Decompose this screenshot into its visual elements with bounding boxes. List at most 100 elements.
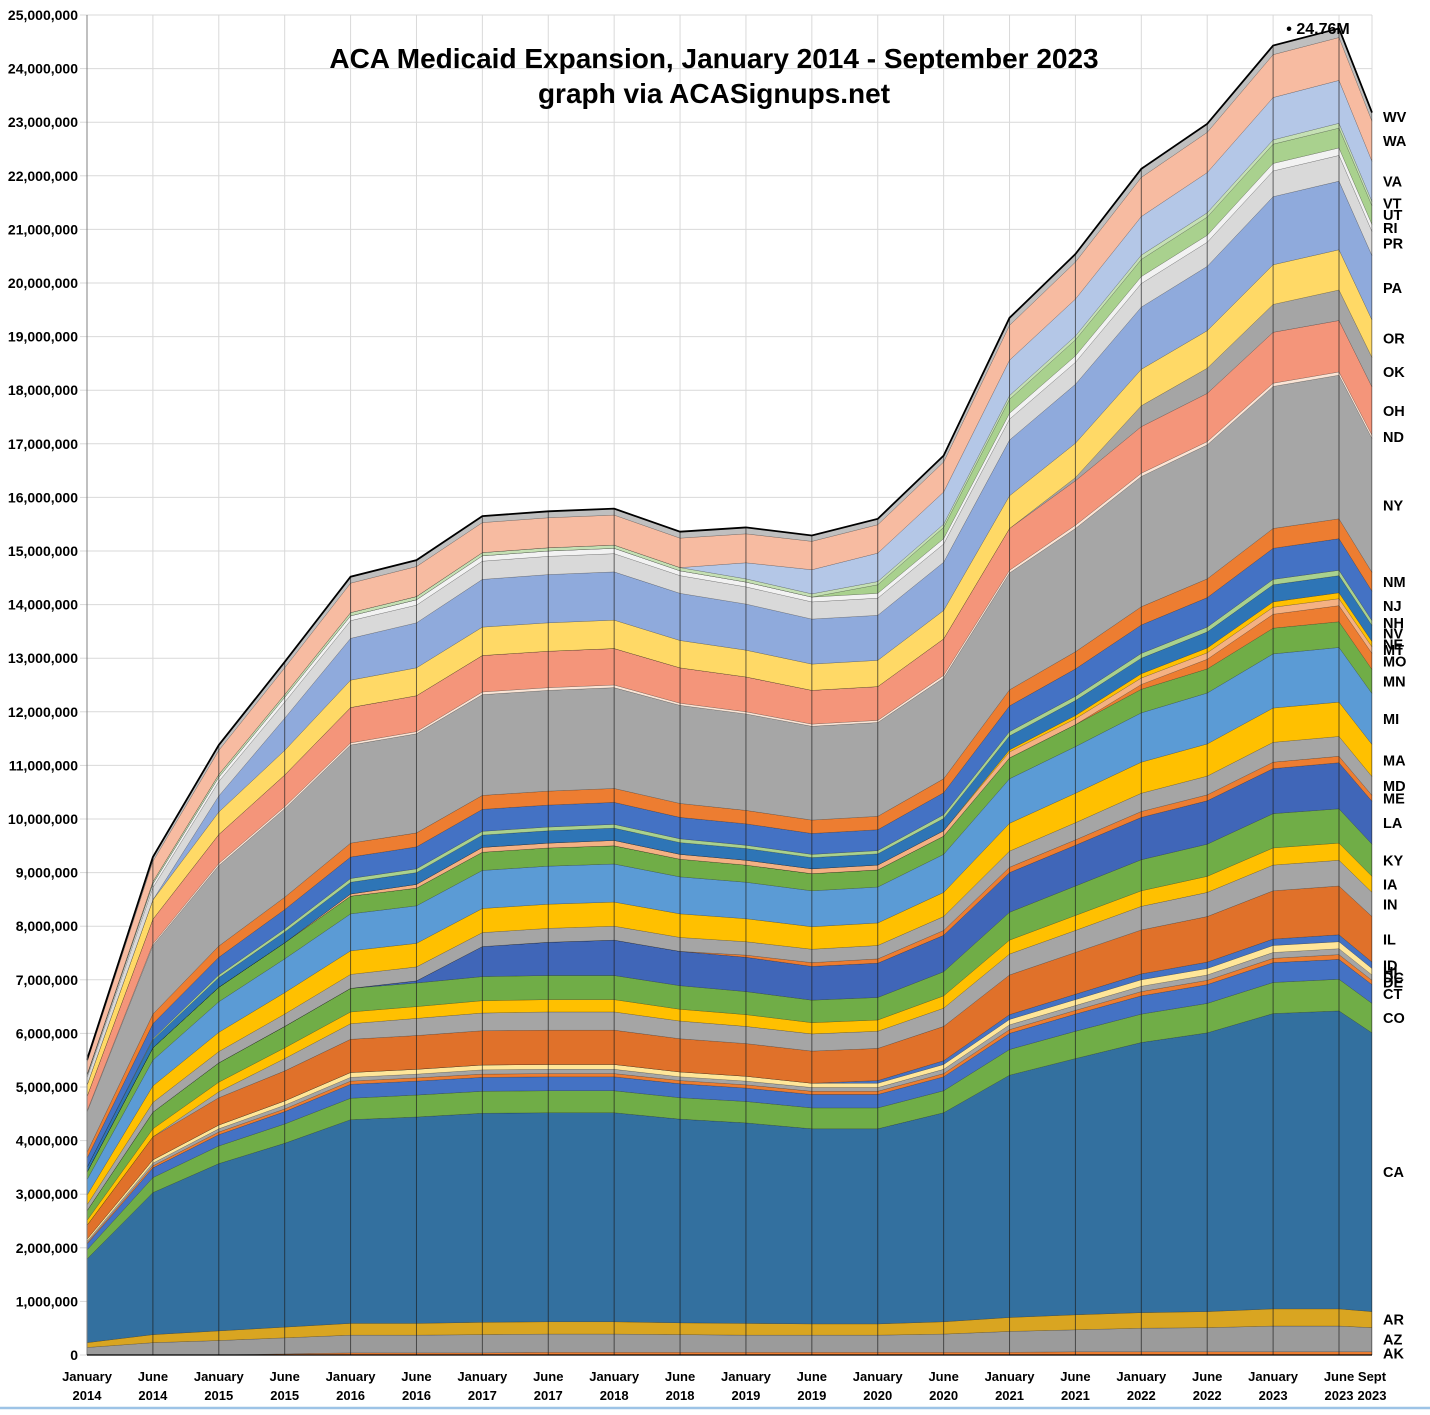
state-label-NE: NE — [1383, 637, 1403, 653]
state-label-IN: IN — [1383, 897, 1398, 913]
state-label-OK: OK — [1383, 365, 1405, 381]
y-axis-label: 11,000,000 — [9, 757, 79, 773]
state-label-ME: ME — [1383, 791, 1405, 807]
peak-annotation: • 24.76M — [1286, 21, 1349, 38]
state-area-bands — [86, 28, 1373, 1356]
x-axis-label-month: June — [1192, 1369, 1222, 1384]
x-axis-label-year: 2019 — [797, 1388, 826, 1403]
x-axis-label-month: January — [62, 1369, 113, 1384]
x-axis-label-year: 2018 — [600, 1388, 629, 1403]
x-axis-label-month: June — [270, 1369, 300, 1384]
x-axis-label-month: January — [721, 1369, 772, 1384]
state-label-WV: WV — [1383, 110, 1407, 126]
state-label-LA: LA — [1383, 816, 1403, 832]
x-axis-label-year: 2018 — [666, 1388, 695, 1403]
y-axis-label: 17,000,000 — [8, 436, 78, 452]
y-axis-label: 12,000,000 — [8, 704, 78, 720]
x-axis-label-year: 2021 — [1061, 1388, 1090, 1403]
state-label-AZ: AZ — [1383, 1333, 1402, 1349]
y-axis-label: 0 — [70, 1347, 78, 1363]
y-axis-label: 9,000,000 — [16, 865, 78, 881]
x-axis-label-month: January — [853, 1369, 904, 1384]
state-label-NH: NH — [1383, 616, 1404, 632]
state-label-NY: NY — [1383, 498, 1403, 514]
state-label-UT: UT — [1383, 208, 1402, 224]
y-axis-label: 20,000,000 — [8, 275, 78, 291]
state-label-VA: VA — [1383, 174, 1403, 190]
state-label-ID: ID — [1383, 958, 1398, 974]
y-axis-label: 7,000,000 — [16, 972, 78, 988]
x-axis-label-month: June — [665, 1369, 695, 1384]
state-label-IL: IL — [1383, 932, 1396, 948]
y-axis-label: 24,000,000 — [8, 61, 78, 77]
y-axis-label: 19,000,000 — [8, 329, 78, 345]
state-label-MA: MA — [1383, 754, 1406, 770]
y-axis-label: 1,000,000 — [16, 1293, 78, 1309]
y-axis-label: 23,000,000 — [8, 114, 78, 130]
state-label-MO: MO — [1383, 654, 1406, 670]
state-label-MI: MI — [1383, 712, 1399, 728]
state-label-AK: AK — [1383, 1346, 1404, 1362]
x-axis-label-year: 2017 — [468, 1388, 497, 1403]
x-axis-label-year: 2020 — [929, 1388, 958, 1403]
total-enrollment-line — [86, 27, 1373, 1060]
x-axis-label-year: 2022 — [1127, 1388, 1156, 1403]
x-axis-label-year: 2014 — [138, 1388, 168, 1403]
y-axis-label: 6,000,000 — [16, 1025, 78, 1041]
x-axis-label-year: 2015 — [204, 1388, 233, 1403]
y-axis-label: 15,000,000 — [8, 543, 78, 559]
y-axis-labels: 0 1,000,000 2,000,000 3,000,000 4,000,000 5,0… — [8, 7, 78, 1363]
y-axis-label: 5,000,000 — [16, 1079, 78, 1095]
chart-subtitle: graph via ACASignups.net — [538, 78, 890, 109]
y-axis-label: 16,000,000 — [8, 489, 78, 505]
y-axis-label: 10,000,000 — [8, 811, 78, 827]
x-axis-label-year: 2023 — [1325, 1388, 1354, 1403]
x-axis-label-year: 2014 — [73, 1388, 103, 1403]
state-label-AR: AR — [1383, 1313, 1404, 1329]
x-axis-label-year: 2023 — [1358, 1388, 1387, 1403]
state-label-OH: OH — [1383, 404, 1405, 420]
state-label-NJ: NJ — [1383, 599, 1402, 615]
state-label-CA: CA — [1383, 1165, 1404, 1181]
x-axis-label-year: 2023 — [1259, 1388, 1288, 1403]
state-label-VT: VT — [1383, 197, 1402, 213]
chart-title: ACA Medicaid Expansion, January 2014 - S… — [329, 43, 1098, 74]
x-axis-label-month: June — [797, 1369, 827, 1384]
x-axis-label-month: January — [194, 1369, 245, 1384]
state-label-ND: ND — [1383, 430, 1404, 446]
state-label-MT: MT — [1383, 643, 1404, 659]
y-axis-label: 18,000,000 — [8, 382, 78, 398]
state-label-RI: RI — [1383, 221, 1398, 237]
x-axis-labels: January 2014 June 2014 January 2015 June 2015 Ja… — [62, 1369, 1387, 1403]
x-axis-label-year: 2016 — [402, 1388, 431, 1403]
state-label-DC: DC — [1383, 971, 1404, 987]
state-label-CT: CT — [1383, 987, 1402, 1003]
state-label-PR: PR — [1383, 237, 1404, 253]
state-label-OR: OR — [1383, 332, 1405, 348]
x-axis-label-year: 2016 — [336, 1388, 365, 1403]
y-axis-label: 14,000,000 — [8, 597, 78, 613]
x-axis-label-month: June — [533, 1369, 563, 1384]
state-label-KY: KY — [1383, 853, 1403, 869]
total-outline — [86, 27, 1373, 1060]
state-label-NV: NV — [1383, 627, 1403, 643]
y-axis-label: 22,000,000 — [8, 168, 78, 184]
state-label-MN: MN — [1383, 675, 1406, 691]
state-label-DE: DE — [1383, 975, 1403, 991]
y-axis-label: 13,000,000 — [8, 650, 78, 666]
x-axis-label-year: 2017 — [534, 1388, 563, 1403]
x-axis-label-month: January — [457, 1369, 508, 1384]
state-label-MD: MD — [1383, 779, 1406, 795]
axes — [80, 14, 1372, 1356]
y-axis-label: 21,000,000 — [8, 221, 78, 237]
y-axis-label: 25,000,000 — [8, 7, 78, 23]
x-axis-label-month: June — [1060, 1369, 1090, 1384]
x-axis-label-month: January — [589, 1369, 640, 1384]
x-axis-label-month: January — [1248, 1369, 1299, 1384]
y-axis-label: 2,000,000 — [16, 1240, 78, 1256]
state-label-NM: NM — [1383, 575, 1406, 591]
x-axis-label-month: January — [326, 1369, 377, 1384]
